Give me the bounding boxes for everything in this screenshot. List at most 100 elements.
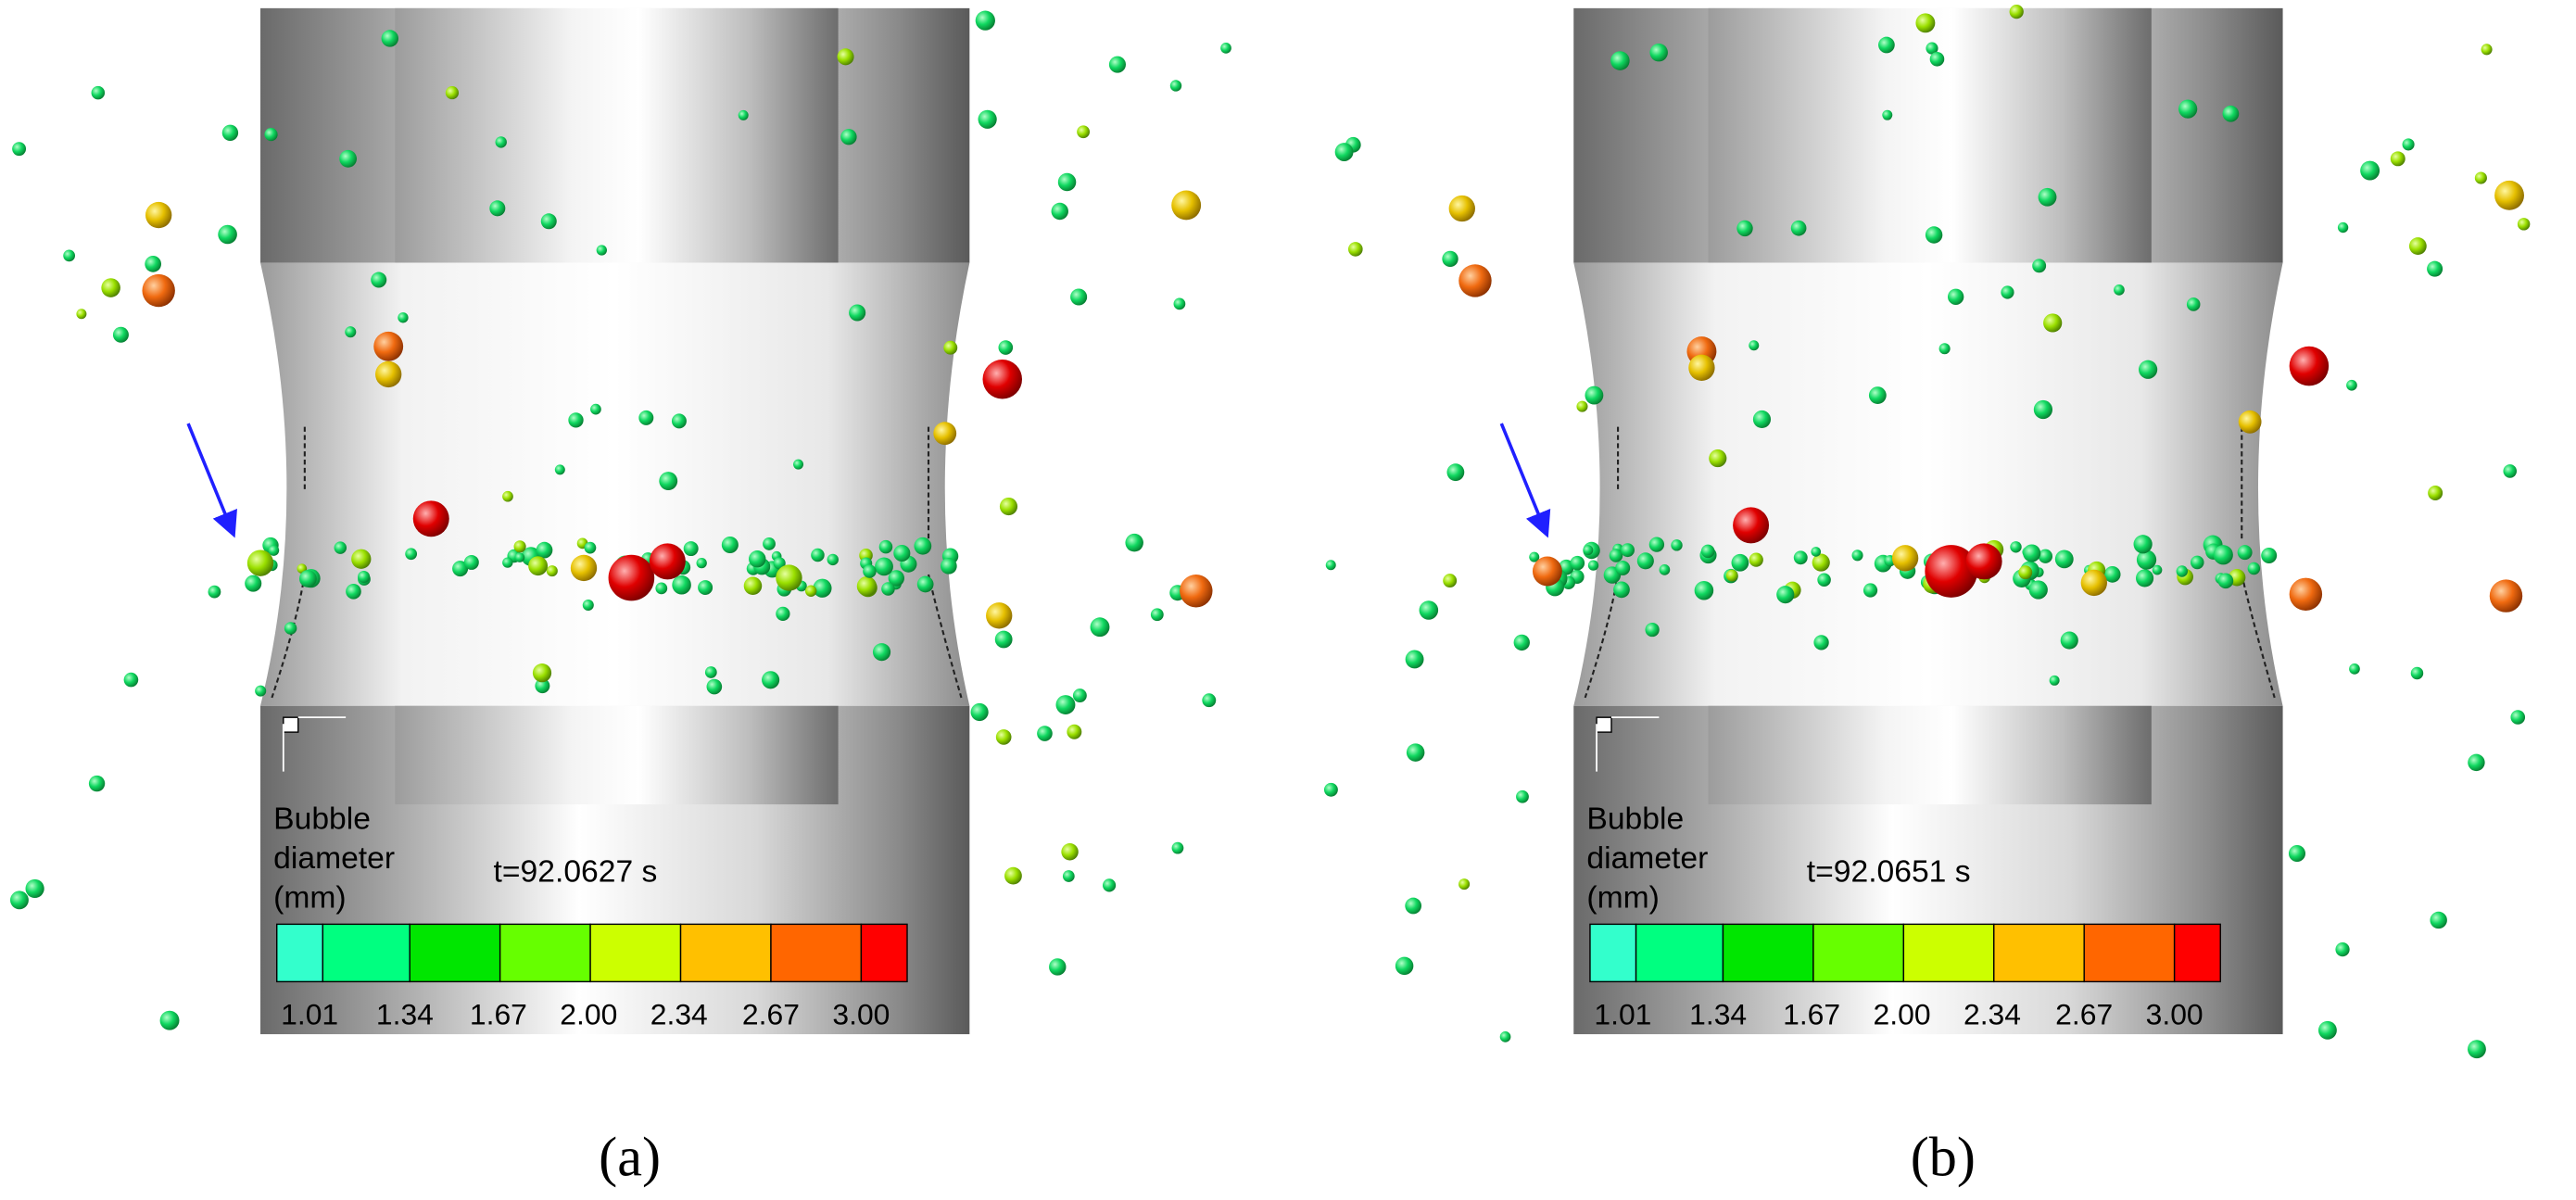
- bubble: [1061, 843, 1079, 861]
- neck: [260, 262, 970, 706]
- bubble: [2103, 566, 2121, 583]
- bubble: [738, 109, 749, 120]
- bubble: [1725, 569, 1738, 582]
- bubble: [1405, 897, 1422, 915]
- bubble: [489, 200, 506, 217]
- bubble: [528, 556, 549, 576]
- bubble: [2261, 547, 2278, 563]
- bubble: [1102, 878, 1117, 892]
- bubble: [1621, 543, 1635, 558]
- bubble: [1659, 564, 1671, 575]
- bubble: [1419, 600, 1439, 620]
- bubble: [2237, 545, 2253, 561]
- bubble: [2489, 579, 2523, 613]
- colorbar-segment: [679, 923, 772, 983]
- bubble: [2428, 486, 2443, 500]
- bubble: [2054, 549, 2074, 569]
- bubble: [1180, 575, 1213, 608]
- bubble: [540, 213, 557, 230]
- colorbar-segment: [860, 923, 908, 983]
- bore-bottom: [395, 705, 839, 805]
- bubble: [881, 582, 895, 596]
- bubble: [743, 576, 763, 596]
- bubble: [970, 702, 989, 722]
- bubble: [2009, 4, 2024, 19]
- bubble: [1057, 172, 1077, 192]
- bubble: [659, 472, 678, 490]
- bubble: [502, 557, 513, 568]
- bubble: [888, 570, 904, 587]
- bubble: [221, 124, 239, 141]
- bubble: [532, 663, 552, 683]
- bubble: [536, 541, 553, 559]
- bubble: [1610, 51, 1630, 70]
- time-label: t=92.0651 s: [1807, 854, 1971, 889]
- bubble: [1752, 410, 1772, 429]
- bubble: [1929, 51, 1945, 67]
- bubble: [1811, 547, 1822, 557]
- bubble: [1532, 556, 1562, 587]
- bubble: [513, 540, 526, 553]
- bubble: [1926, 42, 1938, 55]
- bubble: [351, 549, 372, 569]
- caption: (b): [1911, 1126, 1976, 1188]
- bubble: [2133, 535, 2153, 554]
- bubble: [405, 548, 418, 561]
- bubble: [706, 678, 723, 695]
- bubble: [1915, 13, 1936, 33]
- bore-top: [395, 7, 839, 263]
- bubble: [2427, 260, 2443, 277]
- arrow: [1499, 423, 1551, 538]
- bubble: [1609, 549, 1623, 562]
- bubble: [1458, 878, 1471, 891]
- bubble: [1458, 264, 1492, 297]
- colorbar-tick-label: 1.34: [1689, 997, 1747, 1030]
- bubble: [940, 557, 957, 575]
- bubble: [2136, 569, 2154, 587]
- bubbles: [1323, 4, 2531, 1059]
- bubble: [1817, 573, 1831, 587]
- bubble: [849, 304, 866, 322]
- bubble: [1395, 956, 1414, 976]
- bubble: [863, 564, 877, 578]
- bubble: [776, 606, 790, 621]
- bubble: [1499, 1031, 1511, 1042]
- bubble: [25, 878, 44, 899]
- bubble: [2494, 180, 2524, 210]
- bubble: [999, 497, 1018, 516]
- bubble: [1171, 841, 1184, 854]
- bubble: [943, 340, 958, 355]
- bubble: [568, 412, 584, 428]
- bubble: [696, 557, 707, 569]
- bubble: [2190, 555, 2204, 570]
- colorbar-segment: [589, 923, 682, 983]
- bubble: [2510, 710, 2526, 725]
- bubble: [208, 585, 221, 599]
- bubble: [773, 557, 786, 570]
- bubble: [1583, 545, 1594, 556]
- bubble: [878, 539, 893, 554]
- bubble: [986, 602, 1013, 629]
- bubble: [1067, 724, 1082, 739]
- bubble: [698, 580, 713, 596]
- bubble: [793, 459, 804, 470]
- bubble: [1323, 782, 1338, 797]
- bubble: [2217, 573, 2234, 589]
- bubble: [1325, 560, 1336, 571]
- bubble: [1868, 386, 1887, 404]
- bubble: [2114, 284, 2125, 296]
- colorbar-tick-label: 1.34: [376, 997, 434, 1030]
- bubble: [2038, 187, 2057, 207]
- bubble: [145, 256, 162, 272]
- bubble: [2010, 541, 2022, 553]
- colorbar-segment: [1722, 923, 1814, 983]
- colorbar-tick-label: 2.67: [2055, 997, 2113, 1030]
- bubble: [1448, 195, 1475, 222]
- bubble: [381, 30, 398, 47]
- colorbar-tick-label: 2.00: [1874, 997, 1931, 1030]
- bubble: [159, 1010, 180, 1030]
- bubble: [582, 599, 594, 612]
- triad: [1596, 716, 1660, 772]
- bubble: [2289, 577, 2323, 612]
- bubble: [101, 278, 120, 297]
